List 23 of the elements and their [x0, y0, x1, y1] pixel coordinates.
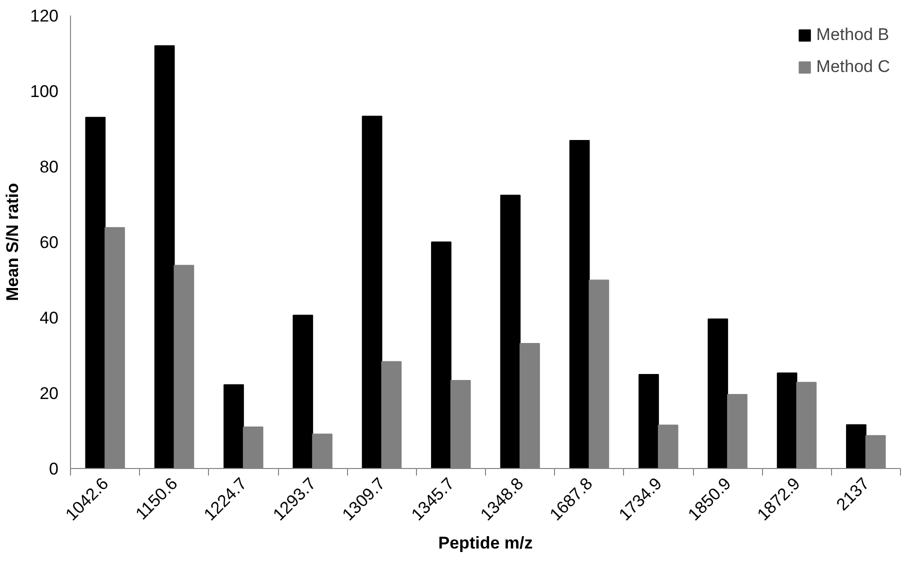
bar: [569, 140, 590, 468]
bar: [85, 116, 106, 468]
y-tick-label: 20: [40, 384, 59, 403]
y-tick-label: 80: [40, 158, 59, 176]
bar: [154, 45, 175, 468]
bar: [431, 242, 452, 468]
bar: [846, 424, 866, 468]
x-axis-title: Peptide m/z: [438, 534, 533, 553]
y-tick-label: 60: [40, 233, 59, 252]
bar: [776, 372, 798, 468]
legend-label: Method C: [816, 57, 890, 77]
legend-label: Method B: [816, 25, 890, 45]
bar: [500, 194, 521, 468]
y-tick-label: 120: [30, 6, 59, 26]
bar: [224, 384, 244, 468]
bar: [362, 116, 382, 468]
y-tick-label: 0: [49, 460, 59, 478]
bar: [638, 374, 659, 468]
y-tick-label: 40: [40, 308, 59, 328]
bar: [292, 314, 314, 468]
y-axis-title: Mean S/N ratio: [3, 182, 22, 302]
y-tick-label: 100: [30, 82, 59, 101]
bar: [708, 318, 728, 468]
